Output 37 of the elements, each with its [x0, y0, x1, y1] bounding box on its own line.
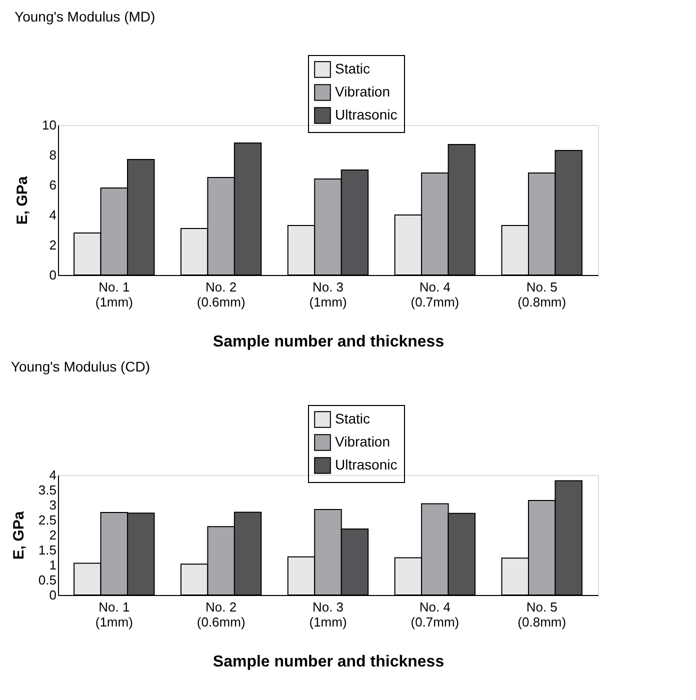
legend-label: Vibration	[335, 434, 390, 450]
x-tick-label: No. 2 (0.6mm)	[196, 280, 246, 310]
legend-label: Ultrasonic	[335, 106, 398, 122]
y-tick-label: 8	[49, 148, 56, 162]
x-tick-label: No. 2 (0.6mm)	[196, 600, 246, 630]
y-tick-label: 4	[49, 208, 56, 222]
y-tick-label: 1.5	[38, 542, 56, 558]
x-axis-title: Sample number and thickness	[212, 654, 444, 670]
chart-title: Young's Modulus (MD)	[14, 8, 156, 24]
x-tick-label: No. 5 (0.8mm)	[518, 600, 566, 630]
x-tick-label: No. 4 (0.7mm)	[410, 280, 460, 310]
chart-title: Young's Modulus (CD)	[10, 358, 150, 374]
legend-label: Ultrasonic	[335, 456, 398, 472]
legend-label: Static	[335, 60, 370, 76]
x-tick-label: No. 3 (1mm)	[309, 600, 347, 630]
x-tick-label: No. 1 (1mm)	[95, 280, 133, 310]
y-tick-label: 6	[49, 178, 56, 192]
y-tick-label: 2	[49, 238, 56, 252]
x-tick-label: No. 1 (1mm)	[95, 600, 133, 630]
y-axis-title: E, GPa	[14, 176, 32, 225]
y-axis-title: E, GPa	[10, 510, 28, 560]
x-tick-label: No. 4 (0.7mm)	[410, 600, 460, 630]
y-tick-label: 3.5	[38, 482, 56, 498]
legend-label: Vibration	[335, 84, 390, 100]
y-tick-label: 2	[49, 528, 56, 542]
y-tick-label: 10	[42, 118, 56, 132]
x-tick-label: No. 3 (1mm)	[309, 280, 347, 310]
y-tick-label: 3	[49, 498, 56, 512]
y-tick-label: 4	[49, 468, 56, 482]
y-tick-label: 1	[49, 558, 56, 572]
y-tick-label: 0	[49, 268, 56, 282]
x-tick-label: No. 5 (0.8mm)	[518, 280, 566, 310]
y-tick-label: 2.5	[38, 512, 56, 528]
legend-label: Static	[335, 410, 370, 426]
x-axis-title: Sample number and thickness	[212, 334, 444, 350]
y-tick-label: 0	[49, 588, 56, 602]
y-tick-label: 0.5	[38, 572, 56, 588]
